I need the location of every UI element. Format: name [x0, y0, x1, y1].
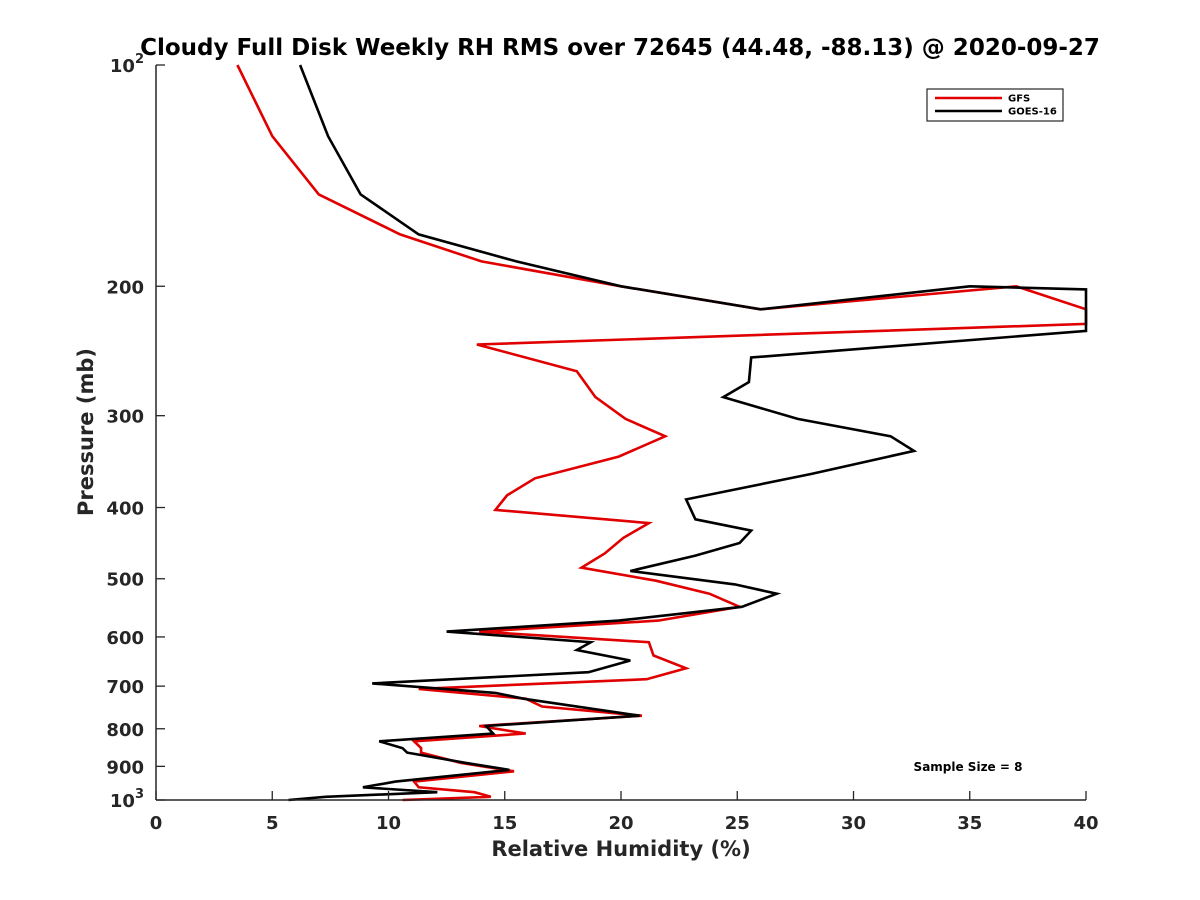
plot-lines: [236, 64, 1088, 802]
y-tick-label: 103: [110, 787, 144, 812]
y-tick-label: 400: [106, 499, 144, 520]
x-tick-label: 25: [725, 813, 750, 834]
y-ticks: 102 200 300 400 500 600 700 800 900 103: [106, 52, 165, 812]
legend-box: [926, 88, 1064, 122]
y-tick-label: 800: [106, 720, 144, 741]
y-tick-label: 300: [106, 407, 144, 428]
legend: GFS GOES-16: [926, 88, 1064, 122]
y-tick-label: 102: [110, 52, 144, 77]
sample-size-annotation: Sample Size = 8: [914, 760, 1023, 774]
x-tick-label: 0: [150, 813, 163, 834]
x-tick-label: 15: [492, 813, 517, 834]
chart-title: Cloudy Full Disk Weekly RH RMS over 7264…: [140, 35, 1100, 61]
series-line-gfs: [236, 64, 1088, 802]
y-tick-label: 600: [106, 628, 144, 649]
x-tick-label: 5: [266, 813, 279, 834]
y-tick-label: 700: [106, 677, 144, 698]
x-tick-label: 40: [1073, 813, 1098, 834]
y-tick-label: 900: [106, 757, 144, 778]
x-ticks: 0 5 10 15 20 25 30 35 40: [150, 791, 1099, 834]
x-axis-label: Relative Humidity (%): [491, 837, 750, 861]
y-axis-label: Pressure (mb): [74, 348, 98, 516]
series-line-goes-16: [288, 64, 1088, 802]
x-tick-label: 20: [608, 813, 633, 834]
y-tick-label: 500: [106, 570, 144, 591]
x-tick-label: 30: [841, 813, 866, 834]
legend-label: GFS: [1008, 94, 1030, 105]
x-tick-label: 10: [376, 813, 401, 834]
legend-label: GOES-16: [1008, 107, 1057, 118]
x-tick-label: 35: [957, 813, 982, 834]
y-tick-label: 200: [106, 277, 144, 298]
